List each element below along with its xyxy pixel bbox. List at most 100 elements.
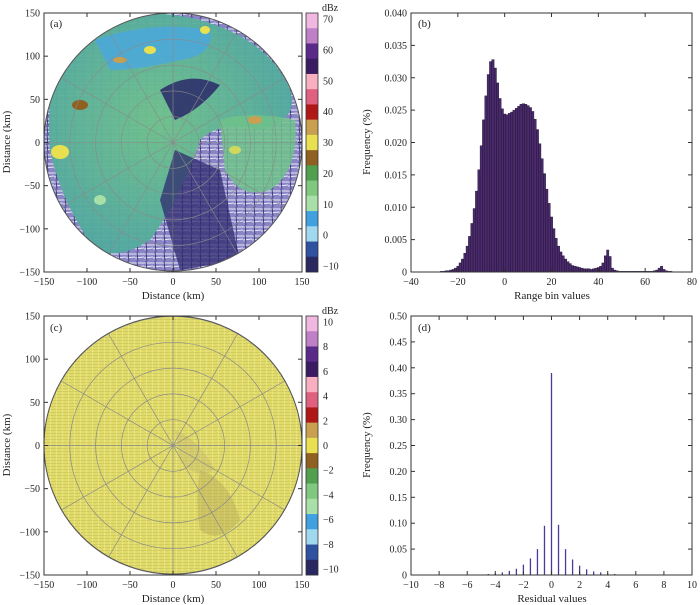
colorbar: 10 8 6 4 2 0 −2 −4 −6 −8 −10: [305, 315, 339, 576]
x-tick-label: 60: [640, 277, 650, 288]
histogram-bar: [573, 265, 577, 273]
x-tick-label: −40: [403, 277, 419, 288]
colorbar-swatch: [306, 165, 318, 181]
y-tick-label: −100: [19, 224, 40, 235]
x-ticks: −150 −100 −50 0 50 100 150: [34, 13, 310, 288]
colorbar-swatch: [306, 361, 318, 378]
azimuth-line: [61, 380, 174, 446]
histogram-bar: [575, 266, 579, 273]
histogram-bar: [524, 104, 528, 273]
colorbar-tick-label: −6: [323, 515, 334, 526]
azimuth-line: [61, 445, 174, 511]
colorbar-tick-label: 10: [323, 200, 333, 211]
panel-b: (b) −40 −20 0 20 40 60 80 0 0.005 0.010 0.015 0.02…: [361, 9, 697, 303]
x-axis-label: Distance (km): [142, 290, 205, 302]
y-tick-label: 0.025: [385, 106, 408, 117]
x-tick-label: 40: [593, 277, 603, 288]
colorbar-swatch: [306, 331, 318, 347]
colorbar-tick-label: −10: [323, 565, 339, 576]
histogram-bar: [538, 143, 542, 273]
x-tick-label: 50: [211, 580, 221, 591]
x-tick-label: 0: [171, 277, 176, 288]
histogram-bar: [522, 103, 525, 273]
histogram-bar: [540, 158, 544, 273]
histogram-bar: [599, 265, 603, 273]
histogram-bar: [552, 228, 556, 273]
colorbar-swatch: [306, 529, 318, 545]
x-tick-label: −100: [77, 580, 98, 591]
y-tick-label: 0: [402, 268, 407, 279]
colorbar-swatch: [306, 514, 318, 530]
colorbar-swatch: [306, 180, 318, 197]
y-tick-label: 0.05: [390, 545, 408, 556]
y-tick-label: −150: [19, 571, 40, 582]
colorbar-swatch: [306, 58, 318, 75]
histogram-bar: [533, 118, 537, 273]
colorbar-tick-label: 40: [323, 107, 333, 118]
histogram-bar: [568, 263, 572, 273]
histogram-bar: [611, 267, 614, 273]
histogram-bar: [543, 173, 546, 273]
histogram-bar: [547, 203, 551, 273]
histogram-bar: [479, 145, 483, 273]
histogram-bar: [561, 255, 565, 273]
x-tick-label: 4: [605, 580, 610, 591]
histogram-bar: [472, 208, 476, 273]
y-tick-label: 0.010: [385, 203, 408, 214]
colorbar-swatch: [306, 559, 318, 576]
y-tick-label: 0: [35, 441, 40, 452]
histogram-bar: [536, 129, 539, 273]
y-tick-label: 0.040: [385, 9, 408, 20]
x-tick-label: 0: [171, 580, 176, 591]
colorbar-swatch: [306, 392, 318, 408]
y-axis-label: Distance (km): [1, 413, 13, 476]
residual-field: [44, 316, 302, 574]
x-axis-label: Residual values: [517, 593, 586, 605]
colorbar-swatch: [306, 437, 318, 454]
x-tick-label: −100: [77, 277, 98, 288]
y-tick-label: 0.45: [390, 337, 408, 348]
histogram-bar: [531, 111, 535, 273]
histogram-bar: [489, 61, 492, 273]
histogram-bar: [571, 265, 574, 273]
colorbar-tick-label: 0: [323, 441, 328, 452]
histogram-bars: [487, 372, 616, 575]
azimuth-line: [61, 142, 174, 208]
colorbar-swatch: [306, 544, 318, 561]
y-tick-label: −50: [24, 484, 40, 495]
histogram-bar: [566, 261, 570, 273]
histogram-bar: [486, 74, 490, 273]
x-tick-label: 80: [687, 277, 697, 288]
azimuth-line: [172, 30, 238, 143]
y-axis-label: Frequency (%): [361, 109, 373, 175]
histogram-bar: [458, 262, 462, 273]
colorbar-swatch: [306, 376, 318, 393]
histogram-bar: [507, 113, 511, 273]
x-tick-label: 100: [252, 580, 267, 591]
colorbar-tick-label: 8: [323, 342, 328, 353]
histogram-bar: [470, 223, 474, 273]
colorbar-swatch: [306, 498, 318, 515]
y-tick-label: 0.005: [385, 235, 408, 246]
panel-label-a: (a): [50, 18, 63, 30]
histogram-bar: [475, 190, 478, 273]
colorbar: 70 60 50 40 30 20 10 0 −10: [305, 12, 339, 273]
y-tick-label: −150: [19, 268, 40, 279]
y-tick-label: 150: [25, 9, 40, 20]
x-tick-label: 8: [661, 580, 666, 591]
x-tick-label: −150: [34, 580, 55, 591]
x-tick-label: 100: [252, 277, 267, 288]
x-tick-label: 2: [577, 580, 582, 591]
histogram-bar: [512, 109, 516, 273]
y-tick-label: 0.10: [390, 519, 408, 530]
y-tick-label: 100: [25, 355, 40, 366]
azimuth-line: [172, 77, 285, 143]
histogram-bar: [578, 267, 581, 273]
y-tick-label: 0.020: [385, 138, 408, 149]
x-tick-label: −50: [122, 277, 138, 288]
y-tick-label: 0.40: [390, 363, 408, 374]
colorbar-tick-label: 50: [323, 76, 333, 87]
histogram-bar: [498, 98, 502, 273]
panel-c: (c) −150 −100 −50 0 50 100 150 150100500−50−10…: [1, 306, 339, 605]
panel-a: (a) −150 −100 −50 0 50 100 150 150100500−50−10…: [1, 3, 339, 302]
